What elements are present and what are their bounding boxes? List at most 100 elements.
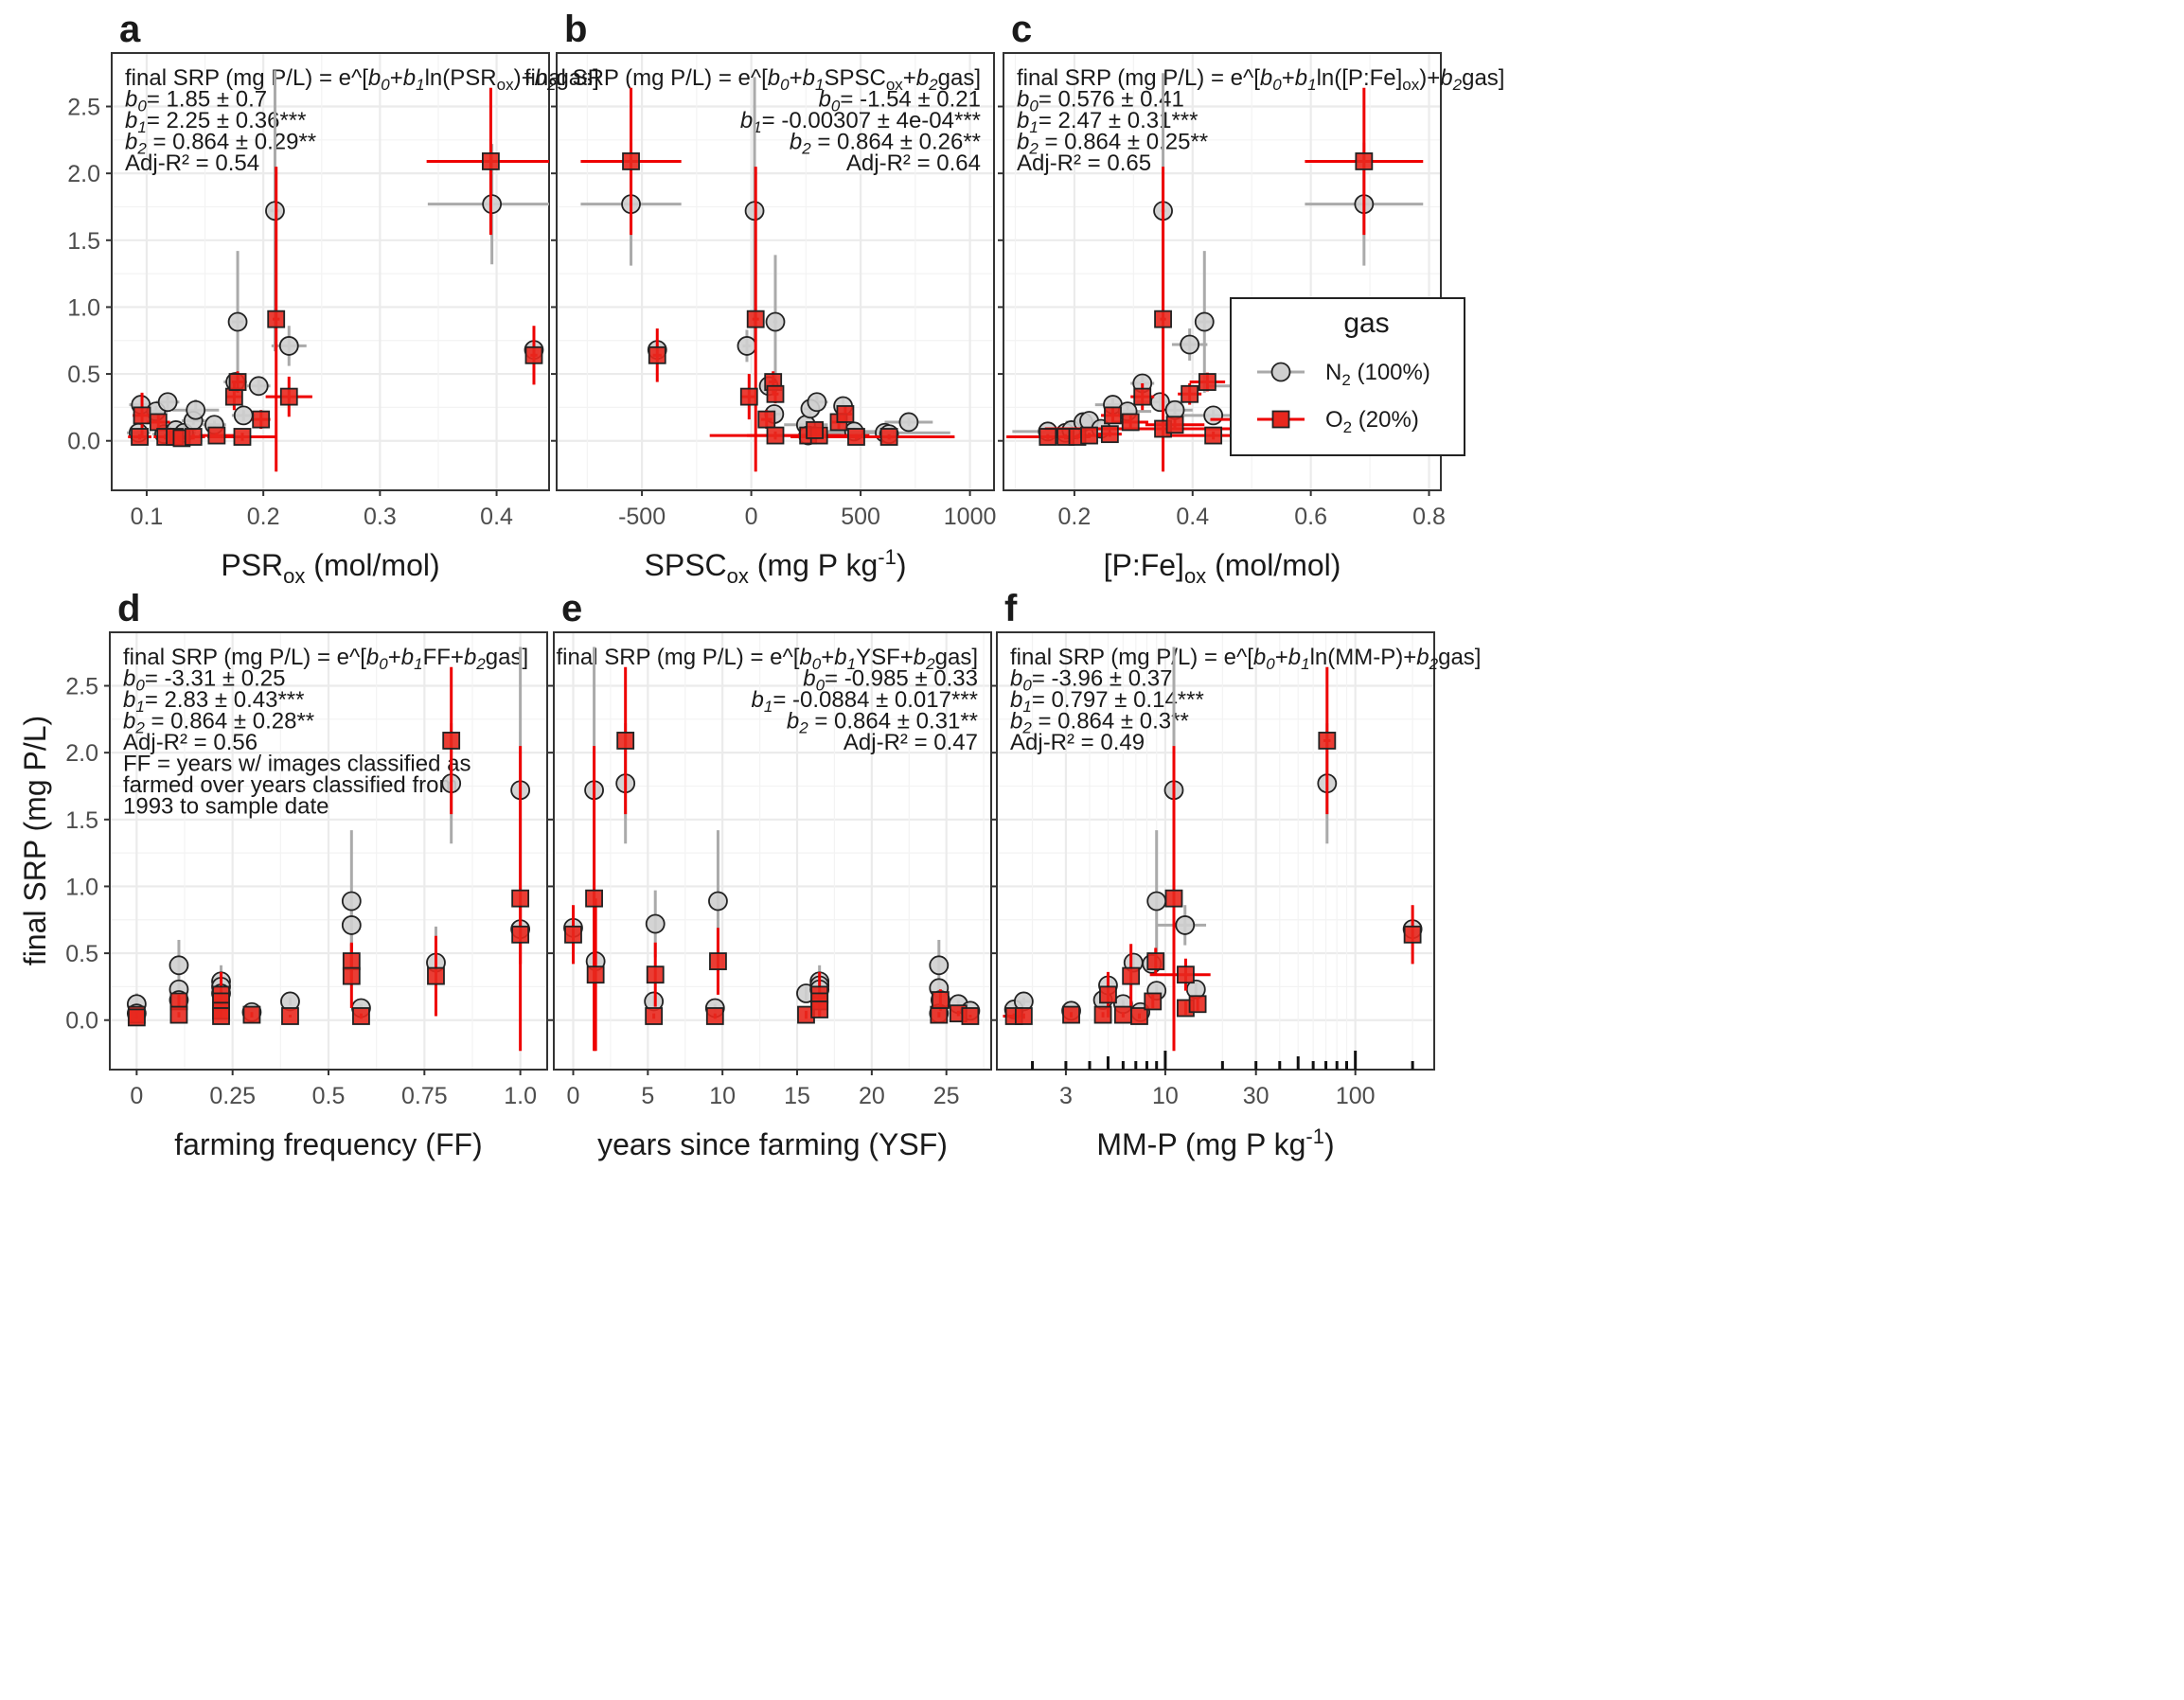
panel-letter-a: a [119, 9, 141, 50]
o2-series-c [1006, 87, 1424, 472]
x-tick-label: 3 [1059, 1083, 1073, 1109]
o2-point [746, 310, 765, 328]
o2-point [1080, 426, 1098, 445]
o2-point [930, 1005, 949, 1024]
y-tick-label: 1.0 [65, 874, 98, 900]
o2-point [224, 387, 243, 406]
x-tick-label: 0.6 [1294, 504, 1327, 530]
o2-series-f [1003, 666, 1422, 1052]
annotation-line: b2​ = 0.864 ± 0.31** [787, 709, 978, 737]
o2-point [1154, 310, 1172, 328]
o2-point [133, 406, 151, 425]
annotation-line: b1​= 2.83 ± 0.43*** [123, 687, 304, 716]
o2-point [645, 1007, 664, 1025]
o2-point [427, 966, 445, 985]
x-tick-label: -500 [618, 504, 666, 530]
o2-point [766, 426, 785, 445]
o2-point [1133, 387, 1152, 406]
o2-point [810, 1001, 829, 1018]
n2-point [1180, 334, 1200, 355]
o2-point [705, 1007, 724, 1025]
n2-point [645, 913, 666, 934]
x-tick-label: 0 [567, 1083, 580, 1109]
annotation-b: final SRP (mg P/L) = e^[b0​+b1​SPSCox​+b… [524, 65, 981, 176]
x-tick-label: 10 [709, 1083, 736, 1109]
annotation-line: final SRP (mg P/L) = e^[b0​+b1​YSF+b2​ga… [557, 645, 979, 673]
y-tick-label: 2.5 [67, 95, 100, 121]
x-tick-label: 0.4 [1176, 504, 1209, 530]
o2-point [481, 152, 500, 170]
annotation-line: final SRP (mg P/L) = e^[b0​+b1​SPSCox​+b… [524, 65, 981, 94]
o2-point [212, 1007, 230, 1025]
annotation-a: final SRP (mg P/L) = e^[b0​+b1​ln(PSRox​… [125, 65, 599, 176]
o2-point [836, 405, 855, 423]
o2-point [233, 428, 252, 446]
y-axis-title: final SRP (mg P/L) [18, 716, 52, 965]
o2-point [616, 732, 635, 750]
o2-point [1177, 965, 1195, 984]
x-axis-title-d: farming frequency (FF) [174, 1127, 482, 1161]
x-tick-label: 0.8 [1412, 504, 1446, 530]
o2-point [1130, 1007, 1148, 1025]
o2-point [1355, 152, 1374, 170]
annotation-line: b2​ = 0.864 ± 0.25** [1017, 130, 1208, 158]
annotation-line: farmed over years classified from [123, 772, 457, 798]
y-tick-label: 2.0 [67, 161, 100, 187]
x-tick-label: 0.2 [1058, 504, 1092, 530]
o2-point [1093, 1005, 1112, 1024]
annotation-line: final SRP (mg P/L) = e^[b0​+b1​ln(MM-P)+… [1010, 645, 1481, 673]
o2-point [1146, 952, 1165, 970]
n2-point [898, 412, 919, 433]
o2-point [961, 1007, 980, 1025]
legend-o2-label: O2 (20%) [1325, 407, 1419, 436]
annotation-c: final SRP (mg P/L) = e^[b0​+b1​ln([P:Fe]… [1017, 65, 1504, 176]
x-tick-label: 0.4 [480, 504, 513, 530]
x-tick-label: 0 [130, 1083, 143, 1109]
o2-series-d [127, 666, 530, 1052]
o2-point [847, 428, 865, 446]
annotation-line: b0​= 1.85 ± 0.7 [125, 87, 267, 115]
x-tick-label: 0 [745, 504, 758, 530]
o2-point [184, 428, 203, 446]
grid-f [997, 632, 1434, 1070]
y-tick-label: 1.5 [67, 228, 100, 255]
n2-point [341, 891, 362, 912]
annotation-line: b1​= -0.0884 ± 0.017*** [752, 687, 979, 716]
o2-point [757, 410, 776, 429]
annotation-line: b0​= -0.985 ± 0.33 [803, 666, 978, 695]
o2-point [1062, 1005, 1080, 1024]
panel-frame-b [556, 52, 995, 491]
o2-point [1121, 413, 1140, 432]
o2-point [709, 952, 727, 970]
o2-point [1181, 384, 1199, 403]
annotation-line: Adj-R² = 0.47 [843, 730, 978, 755]
n2-point [233, 405, 254, 426]
o2-point [228, 373, 247, 391]
x-tick-label: 25 [933, 1083, 960, 1109]
annotation-line: b1​= 2.47 ± 0.31*** [1017, 108, 1198, 136]
legend-n2-label: N2 (100%) [1325, 360, 1430, 389]
panel-letter-e: e [561, 588, 582, 629]
o2-point [1144, 992, 1163, 1011]
o2-point [1039, 428, 1057, 446]
o2-point [622, 152, 640, 170]
o2-point [648, 345, 666, 364]
o2-point [442, 732, 461, 750]
y-tick-label: 0.0 [65, 1008, 98, 1035]
x-tick-label: 20 [859, 1083, 885, 1109]
o2-point [149, 413, 168, 432]
panel-letter-c: c [1011, 9, 1032, 50]
x-tick-label: 5 [641, 1083, 654, 1109]
y-tick-label: 0.5 [67, 362, 100, 388]
x-axis-title-f: MM-P (mg P kg-1​) [1096, 1124, 1334, 1161]
annotation-line: FF = years w/ images classified as [123, 752, 471, 777]
n2-point [807, 392, 827, 413]
n2-point [1146, 891, 1167, 912]
y-tick-label: 0.0 [67, 429, 100, 455]
panel-letter-d: d [117, 588, 140, 629]
n2-point [248, 376, 269, 397]
annotation-line: b2​ = 0.864 ± 0.29** [125, 130, 316, 158]
n2-point [929, 955, 950, 976]
x-tick-label: 0.1 [131, 504, 164, 530]
